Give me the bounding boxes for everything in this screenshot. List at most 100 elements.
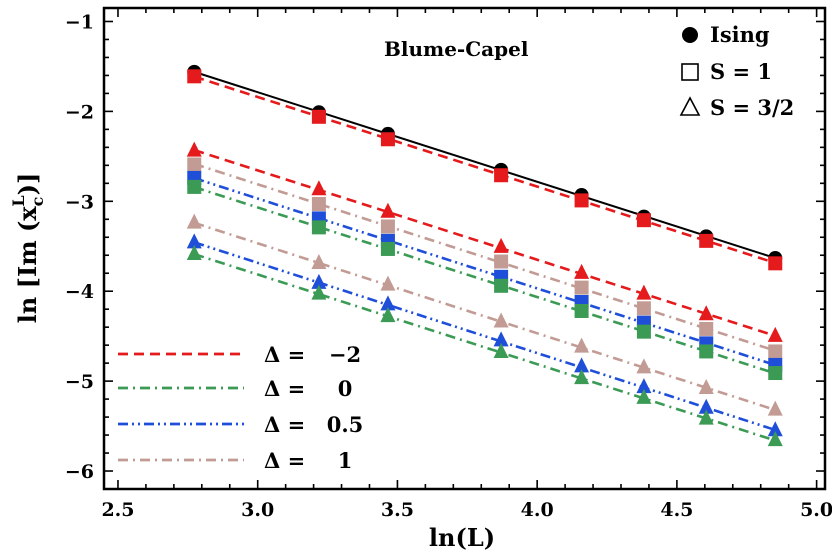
data-point	[380, 241, 395, 256]
chart-title: Blume-Capel	[384, 37, 529, 61]
data-point	[574, 303, 589, 318]
line-legend-prefix: Δ =	[264, 376, 305, 401]
data-point	[574, 263, 590, 279]
y-tick-label: −1	[65, 11, 94, 33]
x-tick-label: 5.0	[800, 499, 832, 521]
data-point	[767, 326, 783, 342]
data-point	[698, 409, 714, 425]
data-markers	[186, 64, 783, 447]
x-tick-labels: 2.5 3.0 3.5 4.0 4.5 5.0	[101, 499, 832, 521]
x-tick-label: 4.5	[660, 499, 693, 521]
data-point	[698, 305, 714, 321]
line-legend-prefix: Δ =	[264, 412, 305, 437]
data-point	[380, 275, 396, 291]
data-point	[380, 202, 396, 218]
line-legend-value: 0	[338, 376, 353, 401]
fit-line	[193, 70, 776, 259]
fit-line	[193, 185, 776, 375]
data-point	[493, 331, 509, 347]
data-point	[311, 180, 327, 196]
y-tick-label: −2	[65, 101, 94, 123]
data-point	[311, 109, 326, 124]
data-point	[186, 233, 202, 249]
x-axis-title: ln(L)	[429, 523, 495, 552]
fit-line	[193, 221, 776, 412]
data-point	[574, 337, 590, 353]
data-point	[186, 141, 202, 157]
fit-line	[193, 162, 776, 352]
data-point	[767, 400, 783, 416]
y-tick-label: −3	[65, 191, 94, 213]
data-point	[636, 358, 652, 374]
data-point	[380, 307, 396, 323]
y-tick-labels: −6 −5 −4 −3 −2 −1	[65, 11, 94, 483]
data-point	[380, 295, 396, 311]
data-point	[311, 254, 327, 270]
data-point	[311, 220, 326, 235]
fit-line	[193, 241, 776, 432]
fit-lines	[193, 70, 776, 442]
data-point	[187, 69, 202, 84]
data-point	[494, 254, 509, 269]
data-point	[767, 431, 783, 447]
data-point	[699, 233, 714, 248]
x-tick-label: 4.0	[521, 499, 554, 521]
data-point	[767, 421, 783, 437]
data-point	[186, 213, 202, 229]
legend-triangle-icon	[679, 96, 701, 116]
x-tick-label: 3.5	[381, 499, 414, 521]
data-point	[699, 344, 714, 359]
marker-legend-label: Ising	[710, 22, 770, 47]
svg-text:ln [Im (xcL)]: ln [Im (xcL)]	[9, 173, 47, 324]
data-point	[698, 379, 714, 395]
fit-line	[193, 252, 776, 442]
data-point	[636, 284, 652, 300]
line-legend-value: 0.5	[327, 412, 364, 437]
data-point	[311, 273, 327, 289]
y-tick-label: −6	[65, 461, 94, 483]
data-point	[494, 278, 509, 293]
y-axis-title: ln [Im (xcL)]	[9, 173, 47, 324]
data-point	[493, 343, 509, 359]
data-point	[768, 256, 783, 271]
data-point	[186, 245, 202, 261]
data-point	[187, 157, 202, 172]
data-point	[574, 280, 589, 295]
data-point	[768, 366, 783, 381]
fit-line	[193, 75, 776, 265]
fit-line	[193, 148, 776, 338]
data-point	[380, 219, 395, 234]
data-point	[698, 398, 714, 414]
data-point	[311, 196, 326, 211]
data-point	[493, 312, 509, 328]
marker-legend-label: S = 3/2	[710, 95, 794, 120]
data-point	[636, 388, 652, 404]
plot-frame	[102, 6, 827, 491]
data-point	[574, 369, 590, 385]
line-legend-value: 1	[338, 448, 353, 473]
x-tick-label: 3.0	[241, 499, 274, 521]
marker-legend: Ising S = 1 S = 3/2	[679, 22, 794, 120]
data-point	[636, 301, 651, 316]
line-legend-value: −2	[329, 342, 361, 367]
line-legend-prefix: Δ =	[264, 448, 305, 473]
legend-circle-icon	[682, 27, 698, 43]
data-point	[574, 357, 590, 373]
line-legend-prefix: Δ =	[264, 342, 305, 367]
y-tick-label: −4	[65, 281, 94, 303]
line-legend: Δ = −2 Δ = 0 Δ = 0.5 Δ = 1	[118, 342, 363, 473]
data-point	[699, 321, 714, 336]
data-point	[636, 378, 652, 394]
data-point	[636, 324, 651, 339]
legend-square-icon	[681, 63, 699, 81]
data-point	[494, 168, 509, 183]
x-tick-label: 2.5	[101, 499, 134, 521]
data-point	[768, 344, 783, 359]
data-point	[187, 179, 202, 194]
marker-legend-label: S = 1	[710, 59, 772, 84]
data-point	[493, 237, 509, 253]
y-tick-label: −5	[65, 371, 94, 393]
data-point	[574, 193, 589, 208]
data-point	[311, 284, 327, 300]
